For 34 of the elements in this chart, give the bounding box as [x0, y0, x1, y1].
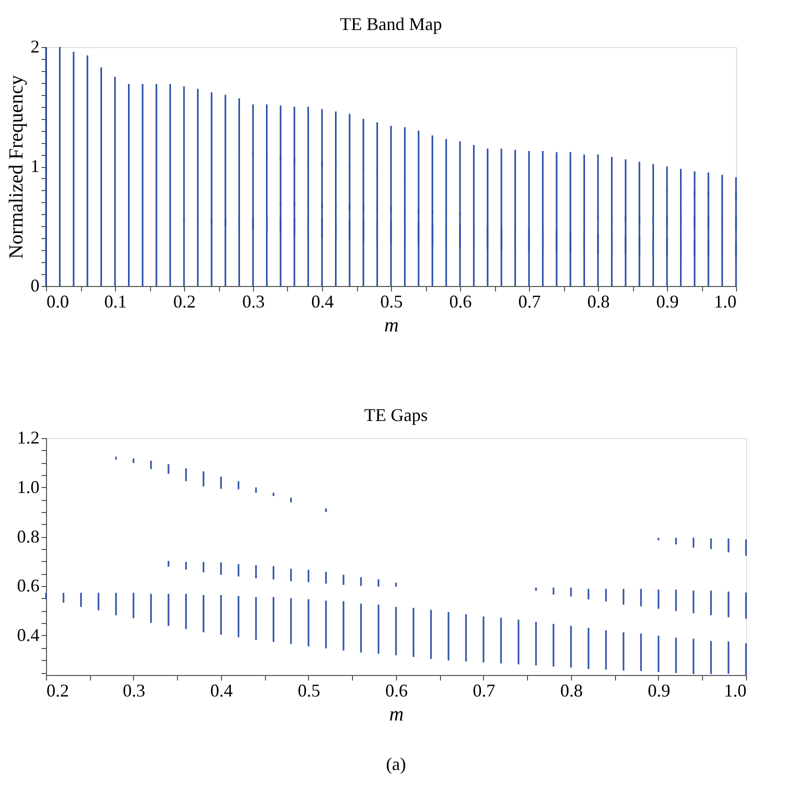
y-tick-label: 0.4 — [17, 625, 40, 645]
x-tick-label: 0.2 — [46, 680, 69, 700]
y-tick-label: 1.2 — [17, 428, 40, 448]
x-tick-label: 1.0 — [724, 680, 746, 700]
x-tick-label: 0.9 — [648, 680, 670, 700]
x-tick-label: 0.8 — [587, 292, 610, 312]
x-tick-label: 0.3 — [122, 680, 146, 700]
x-tick-label: 0.6 — [385, 680, 408, 700]
chart-title: TE Gaps — [364, 405, 428, 425]
x-axis-title: m — [384, 314, 399, 336]
x-tick-label: 0.7 — [472, 680, 496, 700]
y-tick-label: 0 — [30, 276, 40, 296]
y-tick-label: 0.8 — [17, 526, 40, 546]
x-tick-label: 0.0 — [46, 292, 69, 312]
y-tick-label: 1 — [30, 156, 40, 176]
x-tick-label: 0.6 — [449, 292, 472, 312]
x-tick-label: 1.0 — [714, 292, 736, 312]
y-tick-label: 1.0 — [17, 476, 40, 497]
x-tick-label: 0.4 — [210, 680, 233, 700]
x-tick-label: 0.7 — [518, 292, 541, 312]
x-tick-label: 0.8 — [560, 680, 583, 700]
x-tick-label: 0.1 — [104, 292, 127, 312]
x-tick-label: 0.5 — [298, 680, 320, 700]
text: (a) — [386, 754, 406, 774]
y-tick-label: 2 — [30, 36, 40, 56]
x-tick-label: 0.2 — [173, 292, 196, 312]
x-tick-label: 0.3 — [242, 292, 265, 312]
y-axis-title: Normalized Frequency — [6, 75, 28, 259]
x-tick-label: 0.5 — [380, 292, 403, 312]
x-tick-label: 0.4 — [311, 292, 334, 312]
x-axis-title: m — [389, 704, 404, 726]
y-tick-label: 0.6 — [17, 576, 40, 596]
chart-title: TE Band Map — [340, 14, 442, 34]
x-tick-label: 0.9 — [656, 292, 679, 312]
